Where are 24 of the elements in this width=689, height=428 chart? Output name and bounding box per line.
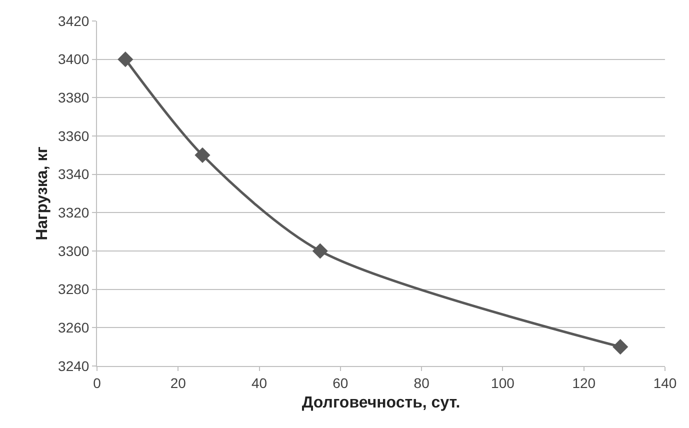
- x-tick-label: 80: [414, 374, 430, 391]
- y-tick-label: 3260: [58, 320, 90, 336]
- y-tick-label: 3320: [58, 204, 90, 221]
- y-tick-label: 3380: [58, 90, 90, 106]
- y-tick-label: 3360: [58, 128, 90, 144]
- x-tick-label: 20: [170, 374, 186, 391]
- x-tick-label: 60: [332, 374, 348, 391]
- y-tick-label: 3400: [58, 51, 90, 68]
- y-tick-label: 3300: [58, 242, 90, 259]
- y-tick-label: 3280: [58, 281, 90, 298]
- x-tick-label: 120: [572, 374, 596, 391]
- point: [194, 147, 210, 163]
- point: [118, 52, 134, 68]
- y-axis-title: Нагрузка, кг: [34, 146, 51, 240]
- y-tick-label: 3420: [58, 12, 90, 29]
- x-tick-label: 100: [491, 374, 515, 391]
- x-axis-title: Долговечность, сут.: [302, 394, 460, 412]
- y-tick-label: 3240: [58, 358, 90, 374]
- point: [612, 339, 628, 355]
- x-tick-label: 40: [252, 374, 268, 391]
- point: [312, 243, 328, 259]
- y-tick-label: 3340: [58, 166, 90, 182]
- x-tick-label: 0: [93, 374, 102, 391]
- x-tick-label: 140: [653, 374, 677, 391]
